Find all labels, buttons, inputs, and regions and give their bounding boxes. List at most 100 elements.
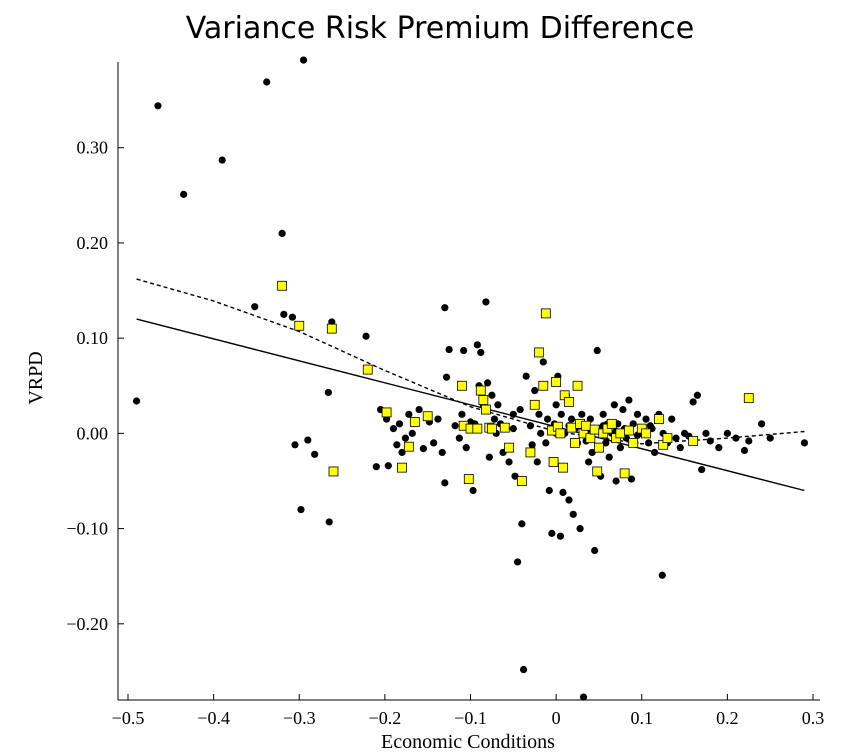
x-tick-label: 0 [552,708,561,728]
data-point-square [487,423,497,434]
data-point-circle [698,465,706,474]
data-point-circle [505,458,513,466]
data-point-circle [516,405,524,414]
data-point-square [381,407,392,418]
data-point-circle [723,429,731,437]
data-point-circle [393,441,401,449]
x-tick-label: 0.2 [716,708,739,728]
data-point-square [463,474,474,484]
data-point-circle [616,444,624,452]
data-point-circle [513,558,522,566]
data-point-circle [218,156,226,164]
data-point-circle [484,379,492,387]
data-point-circle [325,518,333,526]
data-point-circle [509,410,517,418]
data-point-square [570,437,580,448]
data-point-circle [430,439,438,447]
data-point-square [475,385,486,396]
data-point-square [277,280,288,291]
data-point-circle [511,472,519,480]
data-point-square [548,457,559,467]
data-point-circle [605,453,613,461]
data-point-circle [537,429,545,437]
data-point-circle [299,56,308,64]
data-point-circle [389,425,398,433]
data-point-circle [405,410,413,418]
data-point-square [628,437,639,448]
data-point-square [540,308,551,319]
data-point-circle [441,479,449,487]
data-point-circle [518,520,526,528]
data-point-circle [702,429,710,437]
data-point-circle [689,398,697,406]
data-point-square [525,447,536,458]
data-point-circle [585,458,593,466]
data-point-circle [451,422,459,430]
data-point-square [743,393,754,404]
data-point-circle [477,348,485,357]
data-point-circle [445,345,453,354]
data-point-circle [297,505,305,514]
data-point-circle [482,298,490,306]
data-point-circle [715,444,723,452]
data-point-square [564,397,574,407]
data-point-square [589,424,600,435]
data-point-circle [488,391,496,399]
data-point-circle [658,571,666,579]
data-point-square [566,422,577,433]
data-point-square [641,428,651,439]
data-point-circle [676,444,684,452]
data-point-circle [304,436,312,444]
data-point-circle [494,401,502,409]
data-point-circle [646,422,654,430]
data-point-circle [398,448,406,457]
data-point-square [422,411,433,422]
data-point-circle [278,229,286,238]
data-point-circle [462,444,470,452]
x-tick-label: 0.1 [631,708,654,728]
data-point-circle [633,410,642,418]
data-point-circle [473,341,481,349]
data-point-circle [311,450,319,458]
data-point-circle [599,410,607,418]
data-points [132,56,809,701]
x-tick-label: −0.1 [454,708,487,728]
data-point-square [326,323,337,334]
data-point-circle [625,396,633,404]
data-point-circle [535,410,543,418]
data-point-circle [401,434,410,442]
data-point-square [555,428,566,439]
data-point-square [624,425,634,436]
data-point-square [688,436,699,446]
data-point-circle [732,434,740,442]
data-point-circle [455,434,463,442]
data-point-square [397,462,407,473]
data-point-square [619,468,630,479]
data-point-square [662,433,673,444]
data-point-circle [291,441,299,449]
data-point-square [516,476,527,486]
data-point-square [606,418,617,429]
y-tick-label: 0.30 [77,138,109,158]
data-point-circle [154,102,162,110]
x-tick-label: −0.5 [112,708,145,728]
data-point-circle [552,401,560,409]
data-point-circle [642,415,650,423]
data-point-circle [442,373,451,381]
data-point-circle [745,437,753,445]
data-point-circle [557,410,565,418]
solid-fit-line [136,318,805,492]
data-point-circle [415,405,423,414]
data-point-circle [531,386,539,395]
data-point-circle [591,546,599,555]
data-point-circle [509,425,517,433]
x-tick-label: −0.3 [283,708,316,728]
data-point-circle [384,462,392,470]
data-point-square [478,395,489,405]
data-point-square [457,380,467,391]
axes [117,62,820,701]
data-point-circle [740,446,749,455]
data-point-circle [645,439,653,447]
data-point-circle [458,410,466,418]
data-point-circle [672,434,680,442]
